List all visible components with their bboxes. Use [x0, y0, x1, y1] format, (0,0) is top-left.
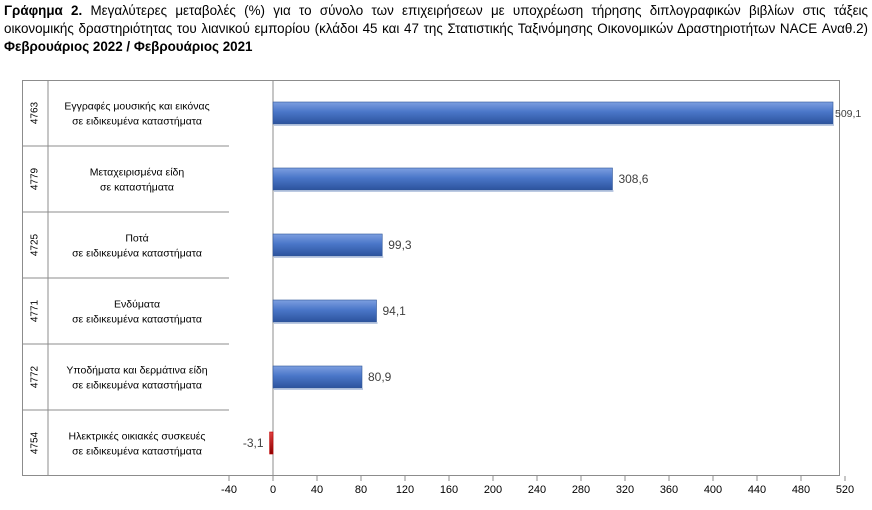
- bar: [272, 365, 363, 389]
- category-label: σε ειδικευμένα καταστήματα: [72, 248, 202, 260]
- bar-shadow: [274, 322, 378, 324]
- category-code-label: 4771: [30, 299, 41, 322]
- bar-shadow: [274, 388, 363, 390]
- x-tick-label: 0: [270, 484, 276, 496]
- x-tick-label: 40: [311, 484, 323, 496]
- category-label: Μεταχειρισμένα είδη: [90, 167, 185, 179]
- bar-shadow: [274, 256, 384, 258]
- x-tick-label: 400: [704, 484, 722, 496]
- bar-shadow: [274, 190, 614, 192]
- bar: [272, 299, 377, 323]
- bar: [272, 101, 834, 125]
- bar-chart: 4763 Εγγραφές μουσικής και εικόνας σε ειδι…: [22, 80, 868, 508]
- chart-svg: 4763 Εγγραφές μουσικής και εικόνας σε ειδι…: [22, 80, 861, 496]
- chart-title-text: Μεγαλύτερες μεταβολές (%) για το σύνολο …: [4, 3, 868, 36]
- category-label: σε ειδικευμένα καταστήματα: [72, 446, 202, 458]
- category-label: Ενδύματα: [114, 299, 160, 311]
- chart-title-prefix: Γράφημα 2.: [4, 3, 83, 18]
- category-label: σε καταστήματα: [100, 182, 174, 194]
- x-tick-label: 320: [616, 484, 634, 496]
- x-tick-label: 240: [528, 484, 546, 496]
- category-label: σε ειδικευμένα καταστήματα: [72, 116, 202, 128]
- chart-title-period: Φεβρουάριος 2022 / Φεβρουάριος 2021: [4, 39, 253, 54]
- bar-shadow: [274, 124, 835, 126]
- x-tick-label: 280: [572, 484, 590, 496]
- x-tick-label: 160: [440, 484, 458, 496]
- x-tick-label: 80: [355, 484, 367, 496]
- bar-value-label: 99,3: [388, 238, 412, 252]
- bar-value-label: -3,1: [243, 436, 264, 450]
- bar-value-label: 94,1: [383, 304, 407, 318]
- x-tick-label: 360: [660, 484, 678, 496]
- bar: [272, 167, 613, 191]
- category-code-label: 4779: [30, 167, 41, 190]
- x-tick-label: 520: [836, 484, 854, 496]
- category-label: Ποτά: [125, 233, 148, 245]
- category-code-label: 4763: [30, 101, 41, 124]
- bar: [269, 431, 274, 455]
- bar: [272, 233, 383, 257]
- category-label: σε ειδικευμένα καταστήματα: [72, 314, 202, 326]
- category-code-label: 4754: [30, 431, 41, 454]
- x-tick-label: -40: [221, 484, 237, 496]
- category-code-label: 4725: [30, 233, 41, 256]
- chart-title: Γράφημα 2. Μεγαλύτερες μεταβολές (%) για…: [4, 2, 868, 56]
- category-label: Ηλεκτρικές οικιακές συσκευές: [69, 431, 206, 443]
- x-tick-label: 120: [396, 484, 414, 496]
- category-label: σε ειδικευμένα καταστήματα: [72, 380, 202, 392]
- x-tick-label: 440: [748, 484, 766, 496]
- category-label: Υποδήματα και δερμάτινα είδη: [66, 365, 207, 377]
- category-label: Εγγραφές μουσικής και εικόνας: [64, 101, 209, 113]
- bar-value-label: 80,9: [368, 370, 392, 384]
- bar-value-label: 308,6: [618, 172, 648, 186]
- x-tick-label: 200: [484, 484, 502, 496]
- category-code-label: 4772: [30, 365, 41, 388]
- x-tick-label: 480: [792, 484, 810, 496]
- bar-value-label: 509,1: [835, 108, 861, 120]
